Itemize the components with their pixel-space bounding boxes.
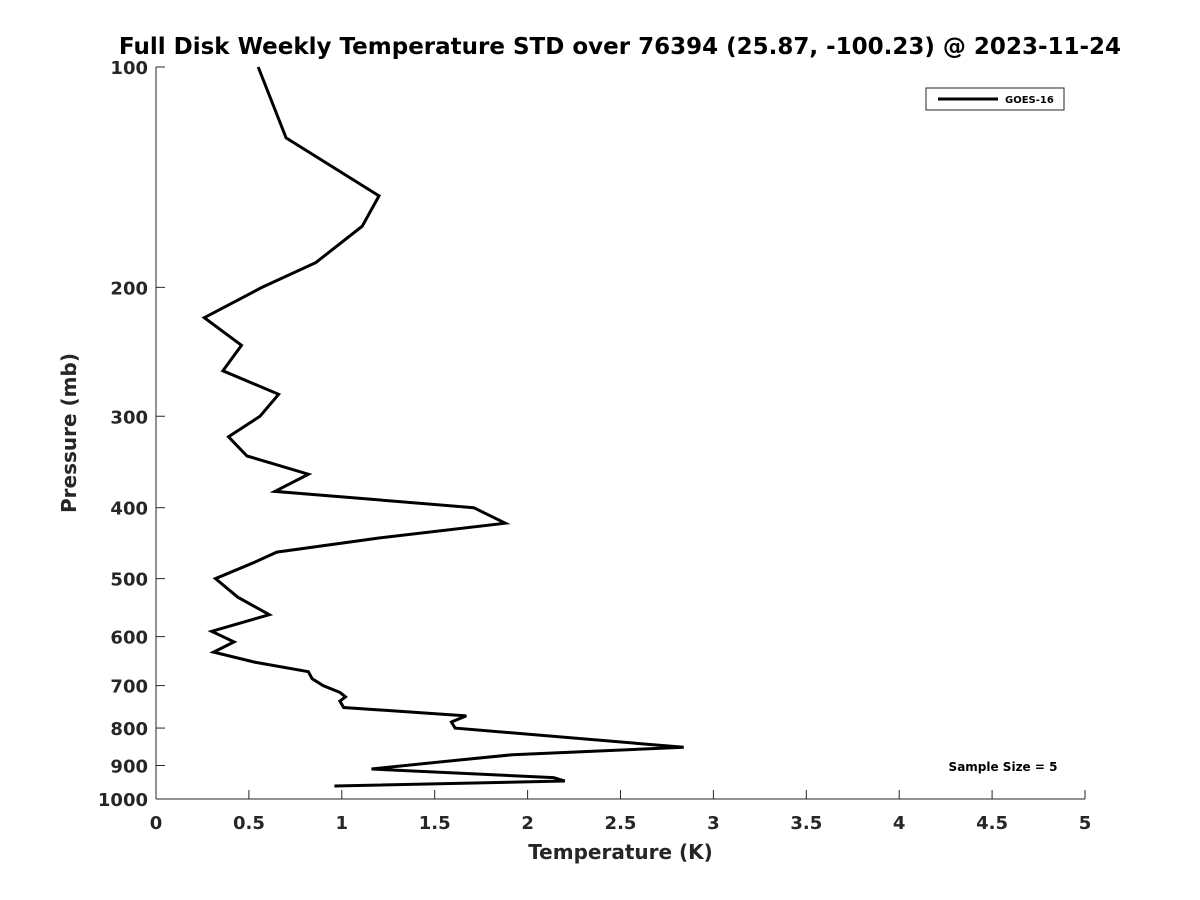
y-tick-label: 200 <box>110 278 148 299</box>
series-line-goes-16 <box>201 66 684 788</box>
x-tick-label: 3.5 <box>790 813 822 834</box>
x-tick-label: 1.5 <box>419 813 451 834</box>
x-tick-label: 5 <box>1079 813 1092 834</box>
y-tick-label: 100 <box>110 58 148 79</box>
y-tick-label: 700 <box>110 677 148 698</box>
x-tick-label: 0.5 <box>233 813 265 834</box>
x-tick-label: 0 <box>150 813 163 834</box>
chart-title: Full Disk Weekly Temperature STD over 76… <box>119 34 1121 60</box>
x-tick-label: 4.5 <box>976 813 1008 834</box>
y-tick-label: 800 <box>110 719 148 740</box>
x-axis-ticks: 0 0.5 1 1.5 2 2.5 3 3.5 4 4.5 5 <box>150 790 1092 834</box>
legend: GOES-16 <box>925 87 1065 111</box>
x-tick-label: 2.5 <box>605 813 637 834</box>
y-tick-label: 400 <box>110 499 148 520</box>
legend-entry-goes-16: GOES-16 <box>1005 95 1054 106</box>
y-tick-label: 500 <box>110 570 148 591</box>
x-tick-label: 1 <box>336 813 349 834</box>
y-axis-ticks: 100 200 300 400 500 600 700 800 900 1000 <box>98 58 165 811</box>
y-axis-label: Pressure (mb) <box>57 353 81 513</box>
series-layer <box>201 66 684 788</box>
x-axis-label: Temperature (K) <box>528 840 713 864</box>
x-tick-label: 3 <box>707 813 720 834</box>
y-tick-label: 900 <box>110 757 148 778</box>
y-tick-label: 1000 <box>98 790 148 811</box>
axes-frame <box>156 67 1085 799</box>
sample-size-annotation: Sample Size = 5 <box>949 760 1058 774</box>
x-tick-label: 2 <box>521 813 534 834</box>
y-tick-label: 600 <box>110 628 148 649</box>
y-tick-label: 300 <box>110 407 148 428</box>
x-tick-label: 4 <box>893 813 906 834</box>
plot-area: 0 0.5 1 1.5 2 2.5 3 3.5 4 4.5 5 100 200 300 400 500 600… <box>98 58 1091 834</box>
